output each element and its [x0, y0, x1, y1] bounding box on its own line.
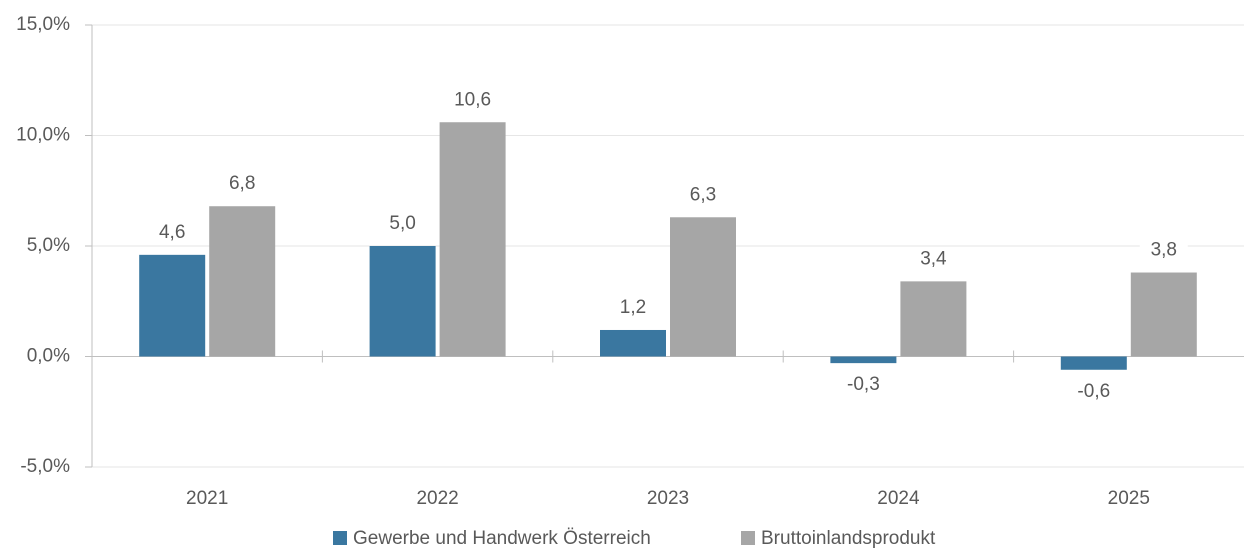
data-label: 5,0	[389, 213, 415, 234]
data-label: 3,8	[1151, 240, 1177, 261]
bar	[369, 246, 436, 357]
y-tick-label: 15,0%	[16, 14, 70, 35]
bar	[439, 122, 506, 357]
legend-label: Gewerbe und Handwerk Österreich	[353, 528, 651, 548]
label-background	[378, 212, 427, 236]
bar	[1130, 272, 1197, 357]
y-tick-label: 10,0%	[16, 125, 70, 146]
data-label: -0,6	[1077, 381, 1110, 402]
legend-swatch	[741, 531, 755, 545]
legend-label: Bruttoinlandsprodukt	[761, 528, 936, 548]
data-label: -0,3	[847, 374, 880, 395]
y-tick-label: -5,0%	[20, 456, 70, 477]
label-background	[839, 373, 888, 398]
label-background	[448, 88, 497, 113]
data-label: 6,8	[229, 173, 255, 194]
data-label: 4,6	[159, 222, 185, 243]
y-tick-label: 0,0%	[27, 346, 70, 367]
data-label: 3,4	[920, 248, 947, 269]
bar	[670, 217, 736, 357]
label-background	[148, 220, 197, 245]
x-tick-label: 2025	[1108, 488, 1150, 509]
label-background	[218, 172, 267, 197]
bar	[209, 206, 276, 357]
label-background	[909, 247, 958, 272]
data-label: 10,6	[454, 89, 491, 110]
x-tick-label: 2024	[877, 488, 920, 509]
bar	[1060, 356, 1127, 370]
label-background	[679, 183, 727, 208]
bar	[600, 329, 666, 357]
bar	[139, 254, 206, 357]
y-tick-label: 5,0%	[27, 235, 70, 256]
bar	[830, 356, 897, 364]
x-tick-label: 2022	[416, 488, 458, 509]
label-background	[1069, 379, 1118, 404]
label-background	[1139, 238, 1188, 263]
data-label: 1,2	[620, 297, 646, 318]
data-label: 6,3	[690, 184, 716, 205]
legend-swatch	[333, 531, 347, 545]
bar	[900, 281, 967, 357]
label-background	[609, 295, 657, 320]
x-tick-label: 2021	[186, 488, 228, 509]
x-tick-label: 2023	[647, 488, 689, 509]
